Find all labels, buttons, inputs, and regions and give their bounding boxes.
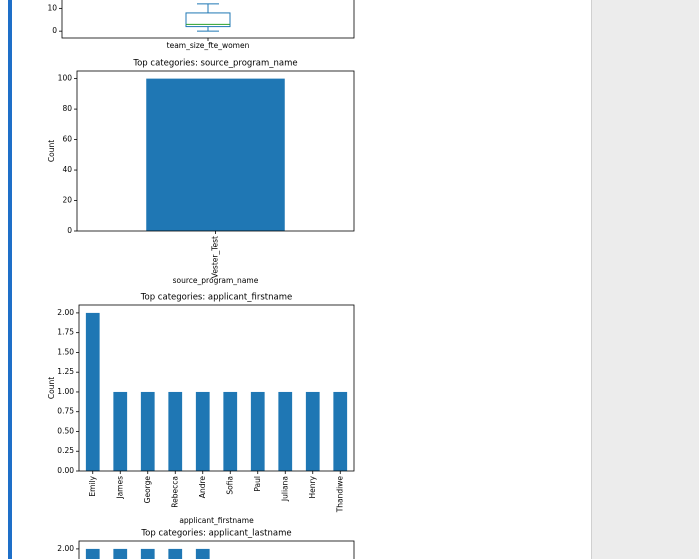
bar <box>168 391 183 471</box>
y-tick-label: 1.00 <box>57 387 74 396</box>
y-tick-label: 1.50 <box>57 347 74 356</box>
y-tick-label: 0 <box>67 226 72 235</box>
side-panel <box>592 0 699 559</box>
y-tick-label: 60 <box>62 135 72 144</box>
x-tick-label: Paul <box>253 476 262 492</box>
y-tick-label: 100 <box>58 74 73 83</box>
chart-title: Top categories: applicant_lastname <box>140 529 291 539</box>
bar <box>140 548 155 559</box>
bar <box>195 391 210 471</box>
x-tick-label: George <box>143 476 152 504</box>
x-tick-label: Sofia <box>225 476 234 495</box>
x-tick-label: James <box>115 476 124 500</box>
bar <box>168 548 183 559</box>
axes-frame <box>78 304 355 472</box>
x-tick-label: Vester_Test <box>211 236 220 278</box>
x-tick-label: Henry <box>308 475 317 498</box>
x-tick-label: Thandiwe <box>335 476 344 514</box>
bar <box>223 391 238 471</box>
y-tick-label: 0 <box>52 26 57 35</box>
bar <box>146 78 285 231</box>
axes-frame <box>61 0 355 39</box>
bar <box>195 548 210 559</box>
axes-frame <box>78 540 355 559</box>
y-axis-label: Count <box>47 377 56 399</box>
y-tick-label: 0.75 <box>57 407 74 416</box>
bar <box>250 391 265 471</box>
y-tick-label: 80 <box>62 104 72 113</box>
chart-title: Top categories: source_program_name <box>132 59 297 69</box>
y-tick-label: 0.50 <box>57 426 74 435</box>
bar <box>85 312 100 471</box>
x-tick-label: Emily <box>88 475 97 496</box>
x-axis-label: source_program_name <box>173 276 259 285</box>
box <box>185 12 231 28</box>
x-axis-label: team_size_fte_women <box>167 41 250 50</box>
bar <box>305 391 320 471</box>
y-tick-label: 2.00 <box>57 308 74 317</box>
x-axis-label: applicant_firstname <box>179 516 254 525</box>
y-tick-label: 1.25 <box>57 367 74 376</box>
y-tick-label: 1.75 <box>57 328 74 337</box>
y-tick-label: 0.25 <box>57 446 74 455</box>
bar <box>85 548 100 559</box>
y-tick-label: 0.00 <box>57 466 74 475</box>
y-tick-label: 2.00 <box>57 544 74 553</box>
axes-frame <box>76 70 355 232</box>
y-axis-label: Count <box>47 140 56 162</box>
bar <box>333 391 348 471</box>
chart-title: Top categories: applicant_firstname <box>140 293 292 303</box>
bar <box>113 391 128 471</box>
x-tick-label: Andre <box>198 476 207 499</box>
bar <box>278 391 293 471</box>
x-tick-label: Rebecca <box>170 476 179 508</box>
x-tick-label: Juliana <box>280 476 289 502</box>
cell-indicator <box>8 0 12 559</box>
y-tick-label: 10 <box>47 3 57 12</box>
bar <box>140 391 155 471</box>
y-tick-label: 20 <box>62 196 72 205</box>
y-tick-label: 40 <box>62 165 72 174</box>
bar <box>113 548 128 559</box>
